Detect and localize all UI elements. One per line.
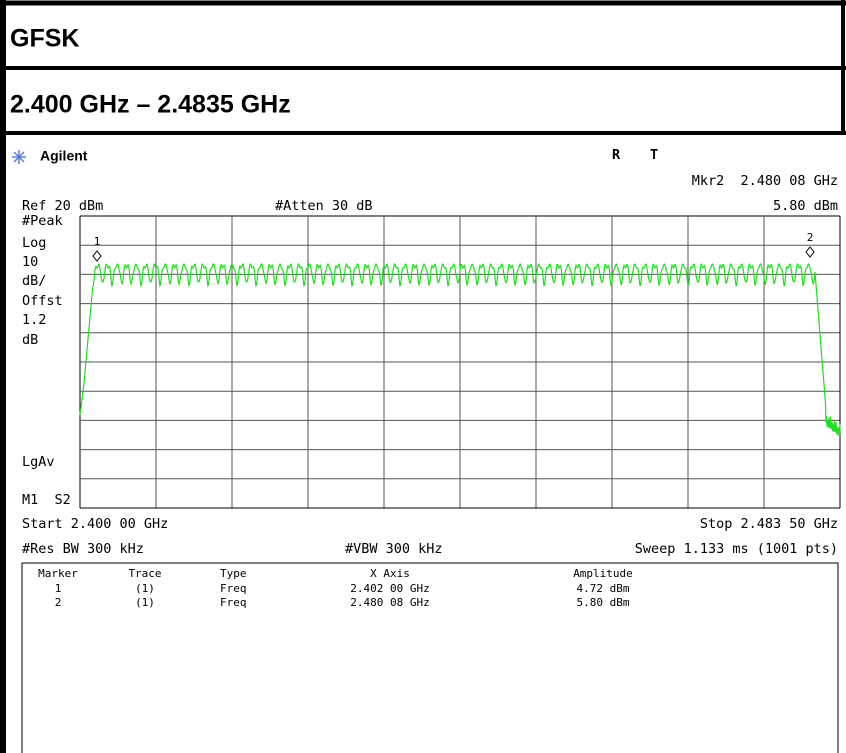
vbw: #VBW 300 kHz xyxy=(345,541,443,557)
trace xyxy=(79,262,841,437)
marker-diamond xyxy=(92,250,102,262)
column-header: Type xyxy=(220,567,247,580)
marker-label: 1 xyxy=(94,235,101,248)
table-cell: 1 xyxy=(55,582,62,595)
status: T xyxy=(650,147,658,163)
marker-readout: Mkr2 2.480 08 GHz xyxy=(692,173,838,189)
column-header: X Axis xyxy=(370,567,410,580)
marker-label: 2 xyxy=(807,231,814,244)
marker-table xyxy=(21,562,839,753)
detector: LgAv xyxy=(22,454,55,470)
marker-diamond xyxy=(805,246,815,258)
column-header: Marker xyxy=(38,567,78,580)
title: GFSK xyxy=(10,25,79,53)
column-header: Amplitude xyxy=(573,567,633,580)
table-cell: Freq xyxy=(220,596,247,609)
start-freq: Start 2.400 00 GHz xyxy=(22,516,168,532)
table-cell: (1) xyxy=(135,596,155,609)
side-label: dB/ xyxy=(22,273,46,289)
stop-freq: Stop 2.483 50 GHz xyxy=(700,516,838,532)
attenuation: #Atten 30 dB xyxy=(275,198,373,214)
table-cell: 2.402 00 GHz xyxy=(350,582,429,595)
side-label: 1.2 xyxy=(22,312,46,328)
agilent-logo xyxy=(12,150,26,164)
column-header: Trace xyxy=(128,567,161,580)
brand: Agilent xyxy=(40,148,88,164)
side-label: dB xyxy=(22,332,38,348)
side-label: #Peak xyxy=(22,213,63,229)
table-cell: (1) xyxy=(135,582,155,595)
table-cell: 2.480 08 GHz xyxy=(350,596,429,609)
subtitle: 2.400 GHz – 2.4835 GHz xyxy=(10,91,291,119)
table-cell: 2 xyxy=(55,596,62,609)
rbw: #Res BW 300 kHz xyxy=(22,541,144,557)
table-cell: Freq xyxy=(220,582,247,595)
trace-mode: M1 S2 xyxy=(22,492,71,508)
side-label: 10 xyxy=(22,254,38,270)
side-label: Offst xyxy=(22,293,63,309)
table-cell: 5.80 dBm xyxy=(577,596,630,609)
marker-amplitude: 5.80 dBm xyxy=(773,198,838,214)
ref-level: Ref 20 dBm xyxy=(22,198,103,214)
side-label: Log xyxy=(22,235,46,251)
sweep: Sweep 1.133 ms (1001 pts) xyxy=(635,541,838,557)
status: R xyxy=(612,147,621,163)
table-cell: 4.72 dBm xyxy=(577,582,630,595)
